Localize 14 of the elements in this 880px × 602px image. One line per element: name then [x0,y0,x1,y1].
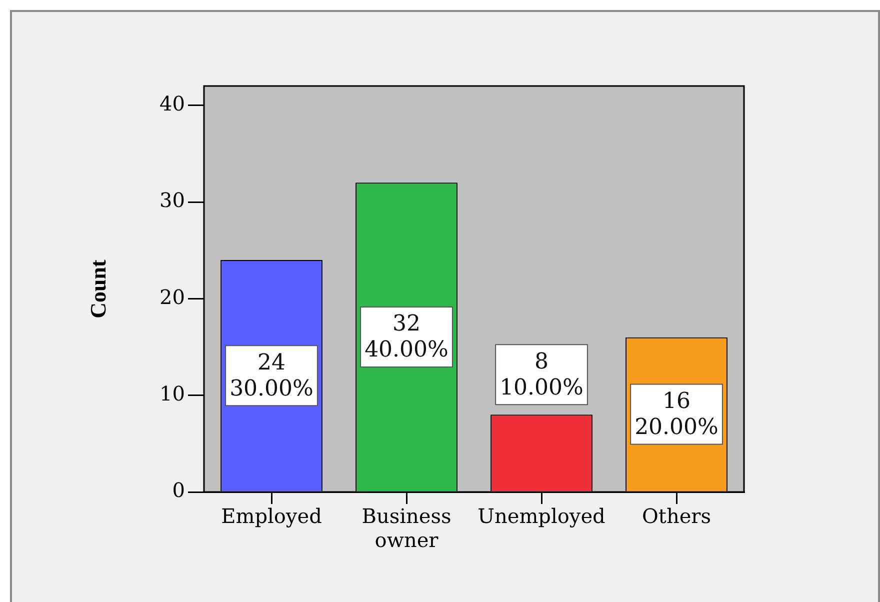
data-label: 32 40.00% [364,312,448,363]
data-label: 24 30.00% [230,350,314,402]
y-tick-label: 0 [172,478,185,502]
y-tick-label: 10 [160,382,185,406]
x-tick-label: Others [642,504,711,528]
data-label: 16 20.00% [634,389,718,440]
y-tick-label: 20 [160,284,185,309]
x-tick-label: Unemployed [478,504,606,528]
y-tick-label: 30 [160,188,185,212]
data-label: 8 10.00% [500,349,584,400]
y-axis-title: Count [86,258,111,318]
y-tick-label: 40 [160,92,185,116]
x-tick-label: Business owner [362,504,452,552]
x-tick-label: Employed [221,504,322,528]
